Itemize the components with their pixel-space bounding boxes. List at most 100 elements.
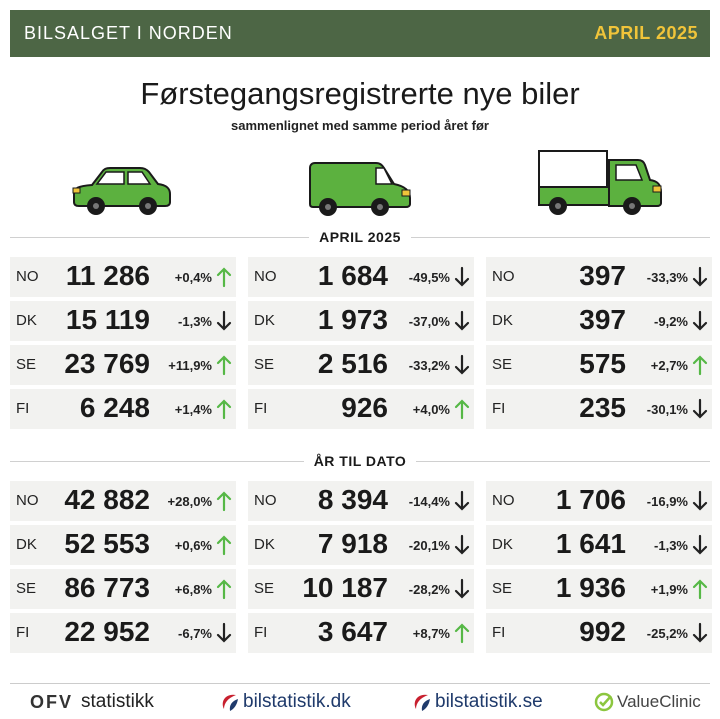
percent-change: -49,5% bbox=[408, 270, 450, 285]
country-code: SE bbox=[16, 356, 37, 373]
registration-count: 992 bbox=[579, 616, 626, 647]
stat-cell: SE 23 769 +11,9% bbox=[10, 345, 236, 385]
ofv-text: statistikk bbox=[81, 691, 154, 712]
arrow-up-icon bbox=[454, 622, 470, 644]
arrow-down-icon bbox=[454, 354, 470, 376]
stat-cell: FI 992 -25,2% bbox=[486, 613, 712, 653]
percent-change: +28,0% bbox=[167, 494, 212, 509]
arrow-up-icon bbox=[216, 534, 232, 556]
registration-count: 6 248 bbox=[79, 392, 150, 423]
country-code: DK bbox=[16, 312, 37, 329]
percent-change: -16,9% bbox=[646, 494, 688, 509]
percent-change: -37,0% bbox=[408, 314, 450, 329]
header-period: APRIL 2025 bbox=[594, 23, 698, 43]
registration-count: 42 882 bbox=[64, 484, 150, 515]
truck-icon bbox=[538, 150, 662, 215]
country-code: NO bbox=[492, 268, 515, 285]
country-code: SE bbox=[492, 580, 513, 597]
percent-change: -33,3% bbox=[646, 270, 688, 285]
percent-change: -1,3% bbox=[178, 314, 212, 329]
percent-change: -14,4% bbox=[408, 494, 450, 509]
valueclinic-text: ValueClinic bbox=[617, 692, 701, 711]
stat-cell: DK 15 119 -1,3% bbox=[10, 301, 236, 341]
country-code: SE bbox=[254, 580, 275, 597]
registration-count: 397 bbox=[579, 260, 626, 291]
bilstatistik-dk-logo: bilstatistik .dk bbox=[218, 691, 351, 713]
stat-cell: NO 1 684 -49,5% bbox=[248, 257, 474, 297]
header-bar: BILSALGET I NORDEN APRIL 2025 bbox=[10, 10, 710, 57]
stat-cell: NO 1 706 -16,9% bbox=[486, 481, 712, 521]
percent-change: +2,7% bbox=[650, 358, 688, 373]
arrow-up-icon bbox=[216, 354, 232, 376]
stat-cell: DK 7 918 -20,1% bbox=[248, 525, 474, 565]
registration-count: 11 286 bbox=[65, 260, 150, 291]
registration-count: 926 bbox=[341, 392, 388, 423]
registration-count: 52 553 bbox=[64, 528, 150, 559]
registration-count: 15 119 bbox=[65, 304, 150, 335]
registration-count: 8 394 bbox=[317, 484, 388, 515]
percent-change: +8,7% bbox=[412, 626, 450, 641]
stat-cell: FI 6 248 +1,4% bbox=[10, 389, 236, 429]
country-code: FI bbox=[492, 624, 506, 641]
arrow-down-icon bbox=[692, 534, 708, 556]
registration-count: 1 641 bbox=[555, 528, 626, 559]
country-code: DK bbox=[492, 312, 513, 329]
section-title: ÅR TIL DATO bbox=[303, 453, 417, 469]
stat-cell: FI 235 -30,1% bbox=[486, 389, 712, 429]
percent-change: +11,9% bbox=[168, 358, 212, 373]
arrow-down-icon bbox=[692, 398, 708, 420]
registration-count: 1 684 bbox=[317, 260, 388, 291]
arrow-down-icon bbox=[454, 310, 470, 332]
registration-count: 86 773 bbox=[64, 572, 150, 603]
percent-change: -20,1% bbox=[408, 538, 450, 553]
percent-change: -1,3% bbox=[654, 538, 688, 553]
arrow-down-icon bbox=[216, 622, 232, 644]
registration-count: 3 647 bbox=[317, 616, 388, 647]
percent-change: +0,6% bbox=[174, 538, 212, 553]
page-subtitle: sammenlignet med samme period året før bbox=[231, 118, 489, 133]
section-label-month: APRIL 2025 bbox=[0, 227, 720, 247]
registration-count: 1 706 bbox=[555, 484, 626, 515]
arrow-down-icon bbox=[692, 310, 708, 332]
registration-count: 2 516 bbox=[317, 348, 388, 379]
stat-cell: SE 10 187 -28,2% bbox=[248, 569, 474, 609]
stat-cell: NO 8 394 -14,4% bbox=[248, 481, 474, 521]
country-code: DK bbox=[492, 536, 513, 553]
se-name: bilstatistik bbox=[435, 691, 518, 712]
dk-tld: .dk bbox=[325, 691, 351, 712]
car-icon bbox=[72, 167, 171, 215]
registration-count: 1 973 bbox=[317, 304, 388, 335]
country-code: FI bbox=[254, 624, 268, 641]
valueclinic-logo: ValueClinic bbox=[594, 691, 701, 713]
footer-divider bbox=[10, 683, 710, 684]
arrow-up-icon bbox=[216, 266, 232, 288]
percent-change: +1,4% bbox=[174, 402, 212, 417]
stat-cell: NO 11 286 +0,4% bbox=[10, 257, 236, 297]
registration-count: 10 187 bbox=[302, 572, 388, 603]
registration-count: 575 bbox=[579, 348, 626, 379]
arrow-down-icon bbox=[454, 578, 470, 600]
stat-cell: SE 575 +2,7% bbox=[486, 345, 712, 385]
country-code: SE bbox=[254, 356, 275, 373]
percent-change: +4,0% bbox=[412, 402, 450, 417]
header-title: BILSALGET I NORDEN bbox=[24, 23, 233, 43]
van-icon bbox=[309, 162, 411, 216]
country-code: NO bbox=[16, 268, 39, 285]
stat-cell: NO 397 -33,3% bbox=[486, 257, 712, 297]
arrow-up-icon bbox=[692, 578, 708, 600]
country-code: DK bbox=[254, 312, 275, 329]
section-label-ytd: ÅR TIL DATO bbox=[0, 451, 720, 471]
stat-cell: DK 52 553 +0,6% bbox=[10, 525, 236, 565]
percent-change: -30,1% bbox=[646, 402, 688, 417]
registration-count: 7 918 bbox=[317, 528, 388, 559]
percent-change: +1,9% bbox=[650, 582, 688, 597]
section-title: APRIL 2025 bbox=[309, 229, 411, 245]
country-code: NO bbox=[492, 492, 515, 509]
stat-cell: FI 926 +4,0% bbox=[248, 389, 474, 429]
stat-cell: SE 2 516 -33,2% bbox=[248, 345, 474, 385]
arrow-up-icon bbox=[454, 398, 470, 420]
percent-change: -6,7% bbox=[178, 626, 212, 641]
arrow-up-icon bbox=[692, 354, 708, 376]
country-code: DK bbox=[254, 536, 275, 553]
stat-cell: DK 1 973 -37,0% bbox=[248, 301, 474, 341]
